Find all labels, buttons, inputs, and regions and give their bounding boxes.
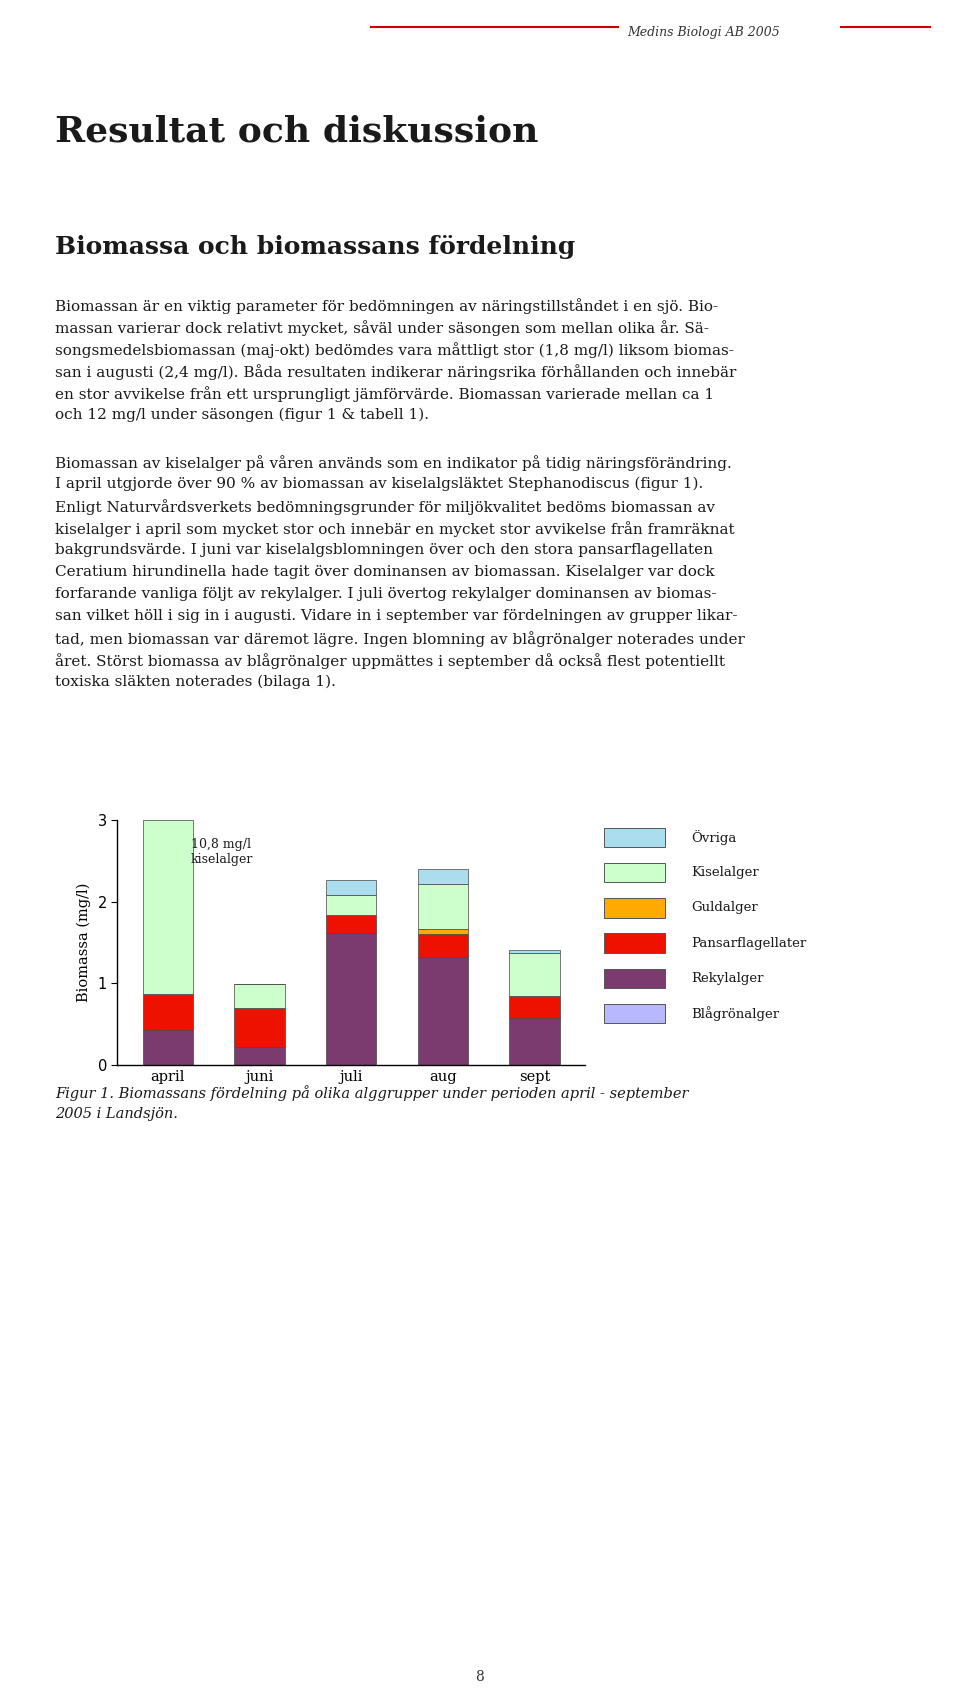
Bar bbox=[604, 968, 664, 988]
Text: bakgrundsvärde. I juni var kiselalgsblomningen över och den stora pansarflagella: bakgrundsvärde. I juni var kiselalgsblom… bbox=[55, 542, 713, 558]
Bar bbox=[604, 898, 664, 917]
Bar bbox=[234, 1009, 285, 1048]
Text: san vilket höll i sig in i augusti. Vidare in i september var fördelningen av gr: san vilket höll i sig in i augusti. Vida… bbox=[55, 609, 737, 624]
Text: Pansarflagellater: Pansarflagellater bbox=[692, 937, 807, 949]
Text: året. Störst biomassa av blågrönalger uppmättes i september då också flest poten: året. Störst biomassa av blågrönalger up… bbox=[55, 653, 725, 670]
Y-axis label: Biomassa (mg/l): Biomassa (mg/l) bbox=[76, 883, 90, 1002]
Bar bbox=[143, 820, 193, 993]
Bar bbox=[510, 953, 560, 995]
Bar bbox=[604, 827, 664, 848]
Text: Biomassan är en viktig parameter för bedömningen av näringstillståndet i en sjö.: Biomassan är en viktig parameter för bed… bbox=[55, 298, 718, 314]
Bar bbox=[604, 863, 664, 883]
Bar bbox=[326, 895, 376, 915]
Text: forfarande vanliga följt av rekylalger. I juli övertog rekylalger dominansen av : forfarande vanliga följt av rekylalger. … bbox=[55, 586, 716, 602]
Text: tad, men biomassan var däremot lägre. Ingen blomning av blågrönalger noterades u: tad, men biomassan var däremot lägre. In… bbox=[55, 631, 745, 647]
Bar bbox=[326, 880, 376, 895]
Text: Biomassa och biomassans fördelning: Biomassa och biomassans fördelning bbox=[55, 236, 575, 259]
Text: Figur 1. Biomassans fördelning på olika alggrupper under perioden april - septem: Figur 1. Biomassans fördelning på olika … bbox=[55, 1085, 688, 1100]
Bar bbox=[418, 929, 468, 934]
Bar bbox=[418, 870, 468, 883]
Bar bbox=[510, 949, 560, 953]
Text: toxiska släkten noterades (bilaga 1).: toxiska släkten noterades (bilaga 1). bbox=[55, 675, 336, 690]
Bar bbox=[418, 883, 468, 929]
Bar bbox=[604, 1003, 664, 1024]
Text: massan varierar dock relativt mycket, såväl under säsongen som mellan olika år. : massan varierar dock relativt mycket, så… bbox=[55, 320, 708, 336]
Text: kiselalger i april som mycket stor och innebär en mycket stor avvikelse från fra: kiselalger i april som mycket stor och i… bbox=[55, 520, 734, 537]
Bar bbox=[143, 1031, 193, 1064]
Text: 2005 i Landsjön.: 2005 i Landsjön. bbox=[55, 1107, 178, 1120]
Bar bbox=[510, 1019, 560, 1064]
Text: songsmedelsbiomassan (maj-okt) bedömdes vara måttligt stor (1,8 mg/l) liksom bio: songsmedelsbiomassan (maj-okt) bedömdes … bbox=[55, 342, 733, 358]
Text: Övriga: Övriga bbox=[692, 831, 737, 846]
Text: Rekylalger: Rekylalger bbox=[692, 971, 764, 985]
Bar bbox=[510, 995, 560, 1019]
Text: Kiselalger: Kiselalger bbox=[692, 866, 759, 880]
Bar bbox=[326, 932, 376, 1064]
Text: Guldalger: Guldalger bbox=[692, 902, 758, 915]
Text: I april utgjorde över 90 % av biomassan av kiselalgsläktet Stephanodiscus (figur: I april utgjorde över 90 % av biomassan … bbox=[55, 476, 704, 492]
Bar bbox=[143, 993, 193, 1031]
Text: Resultat och diskussion: Resultat och diskussion bbox=[55, 115, 539, 149]
Text: Blågrönalger: Blågrönalger bbox=[692, 1007, 780, 1020]
Text: Biomassan av kiselalger på våren används som en indikator på tidig näringsföränd: Biomassan av kiselalger på våren används… bbox=[55, 454, 732, 471]
Text: och 12 mg/l under säsongen (figur 1 & tabell 1).: och 12 mg/l under säsongen (figur 1 & ta… bbox=[55, 408, 429, 422]
Text: Enligt Naturvårdsverkets bedömningsgrunder för miljökvalitet bedöms biomassan av: Enligt Naturvårdsverkets bedömningsgrund… bbox=[55, 498, 715, 515]
Bar bbox=[418, 958, 468, 1064]
Text: 8: 8 bbox=[475, 1670, 485, 1685]
Text: Medins Biologi AB 2005: Medins Biologi AB 2005 bbox=[627, 25, 780, 39]
Bar bbox=[604, 934, 664, 953]
Text: en stor avvikelse från ett ursprungligt jämförvärde. Biomassan varierade mellan : en stor avvikelse från ett ursprungligt … bbox=[55, 386, 714, 402]
Bar bbox=[234, 1048, 285, 1064]
Text: Ceratium hirundinella hade tagit över dominansen av biomassan. Kiselalger var do: Ceratium hirundinella hade tagit över do… bbox=[55, 564, 714, 580]
Bar bbox=[234, 985, 285, 1009]
Bar bbox=[418, 934, 468, 958]
Text: 10,8 mg/l
kiselalger: 10,8 mg/l kiselalger bbox=[191, 837, 253, 866]
Bar bbox=[326, 915, 376, 932]
Text: san i augusti (2,4 mg/l). Båda resultaten indikerar näringsrika förhållanden och: san i augusti (2,4 mg/l). Båda resultate… bbox=[55, 364, 736, 380]
